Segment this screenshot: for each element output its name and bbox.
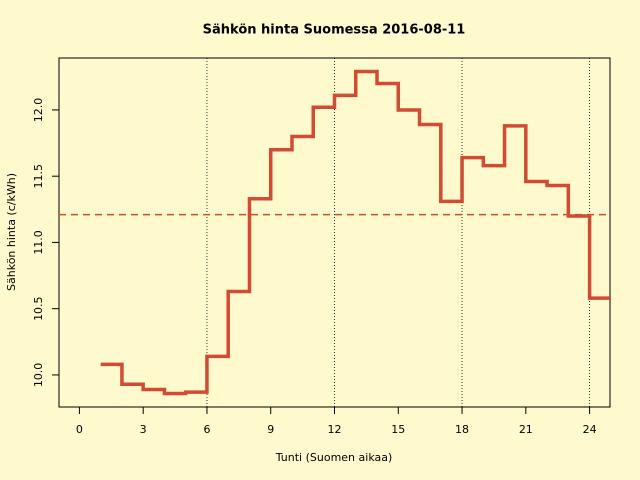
x-tick-label: 6 <box>203 423 210 436</box>
y-tick-label: 11.0 <box>32 230 45 255</box>
y-tick-label: 12.0 <box>32 98 45 123</box>
x-tick-label: 15 <box>391 423 405 436</box>
chart-title: Sähkön hinta Suomessa 2016-08-11 <box>203 23 466 38</box>
x-axis-label: Tunti (Suomen aikaa) <box>275 451 393 464</box>
x-tick-label: 24 <box>583 423 597 436</box>
x-tick-label: 12 <box>328 423 342 436</box>
x-tick-label: 9 <box>267 423 274 436</box>
x-tick-label: 18 <box>455 423 469 436</box>
x-tick-label: 0 <box>76 423 83 436</box>
x-tick-label: 3 <box>140 423 147 436</box>
y-tick-label: 10.5 <box>32 296 45 321</box>
y-tick-label: 11.5 <box>32 164 45 189</box>
y-axis-label: Sähkön hinta (c/kWh) <box>5 173 18 291</box>
price-line <box>100 69 610 396</box>
y-tick-label: 10.0 <box>32 363 45 388</box>
x-tick-label: 21 <box>519 423 533 436</box>
